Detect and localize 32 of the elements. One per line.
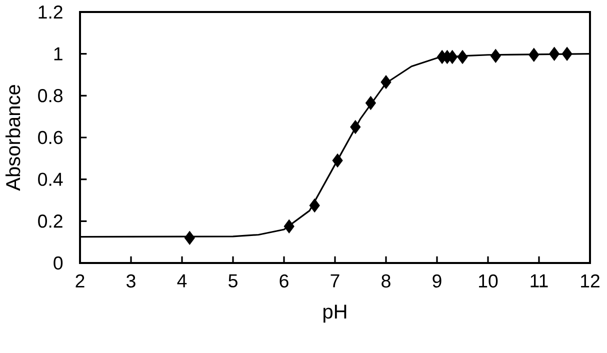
point [457,50,468,64]
x-tick-label: 11 [530,274,548,288]
point [284,219,294,234]
y-tick-label: 0.6 [38,130,62,144]
point [549,46,560,61]
x-tick-label: 7 [330,274,340,288]
y-tick-label: 0.4 [38,172,63,186]
y-tick-label: 1.2 [38,5,62,19]
point [332,154,343,168]
x-tick-label: 8 [382,274,390,288]
y-tick-label: 0.8 [38,89,62,102]
point [309,198,320,212]
x-tick-label: 2 [76,274,84,288]
y-tick-label: 1 [54,47,62,60]
y-axis-title: Absorbance [6,85,20,191]
x-tick-label: 12 [581,274,600,288]
point [184,230,195,245]
point [528,48,540,62]
x-tick-label: 9 [432,274,442,288]
y-tick-label: 0.2 [38,214,62,228]
x-axis-title: pH [324,304,346,323]
x-tick-label: 3 [126,274,136,288]
point [350,120,361,134]
x-tick-label: 6 [280,274,288,288]
point [365,96,376,110]
x-tick-label: 4 [177,274,187,288]
point [380,75,392,89]
y-tick-label: 0 [54,256,63,270]
point [562,46,572,61]
x-tick-label: 5 [228,274,238,288]
x-tick-label: 10 [479,274,498,288]
point [490,48,501,63]
